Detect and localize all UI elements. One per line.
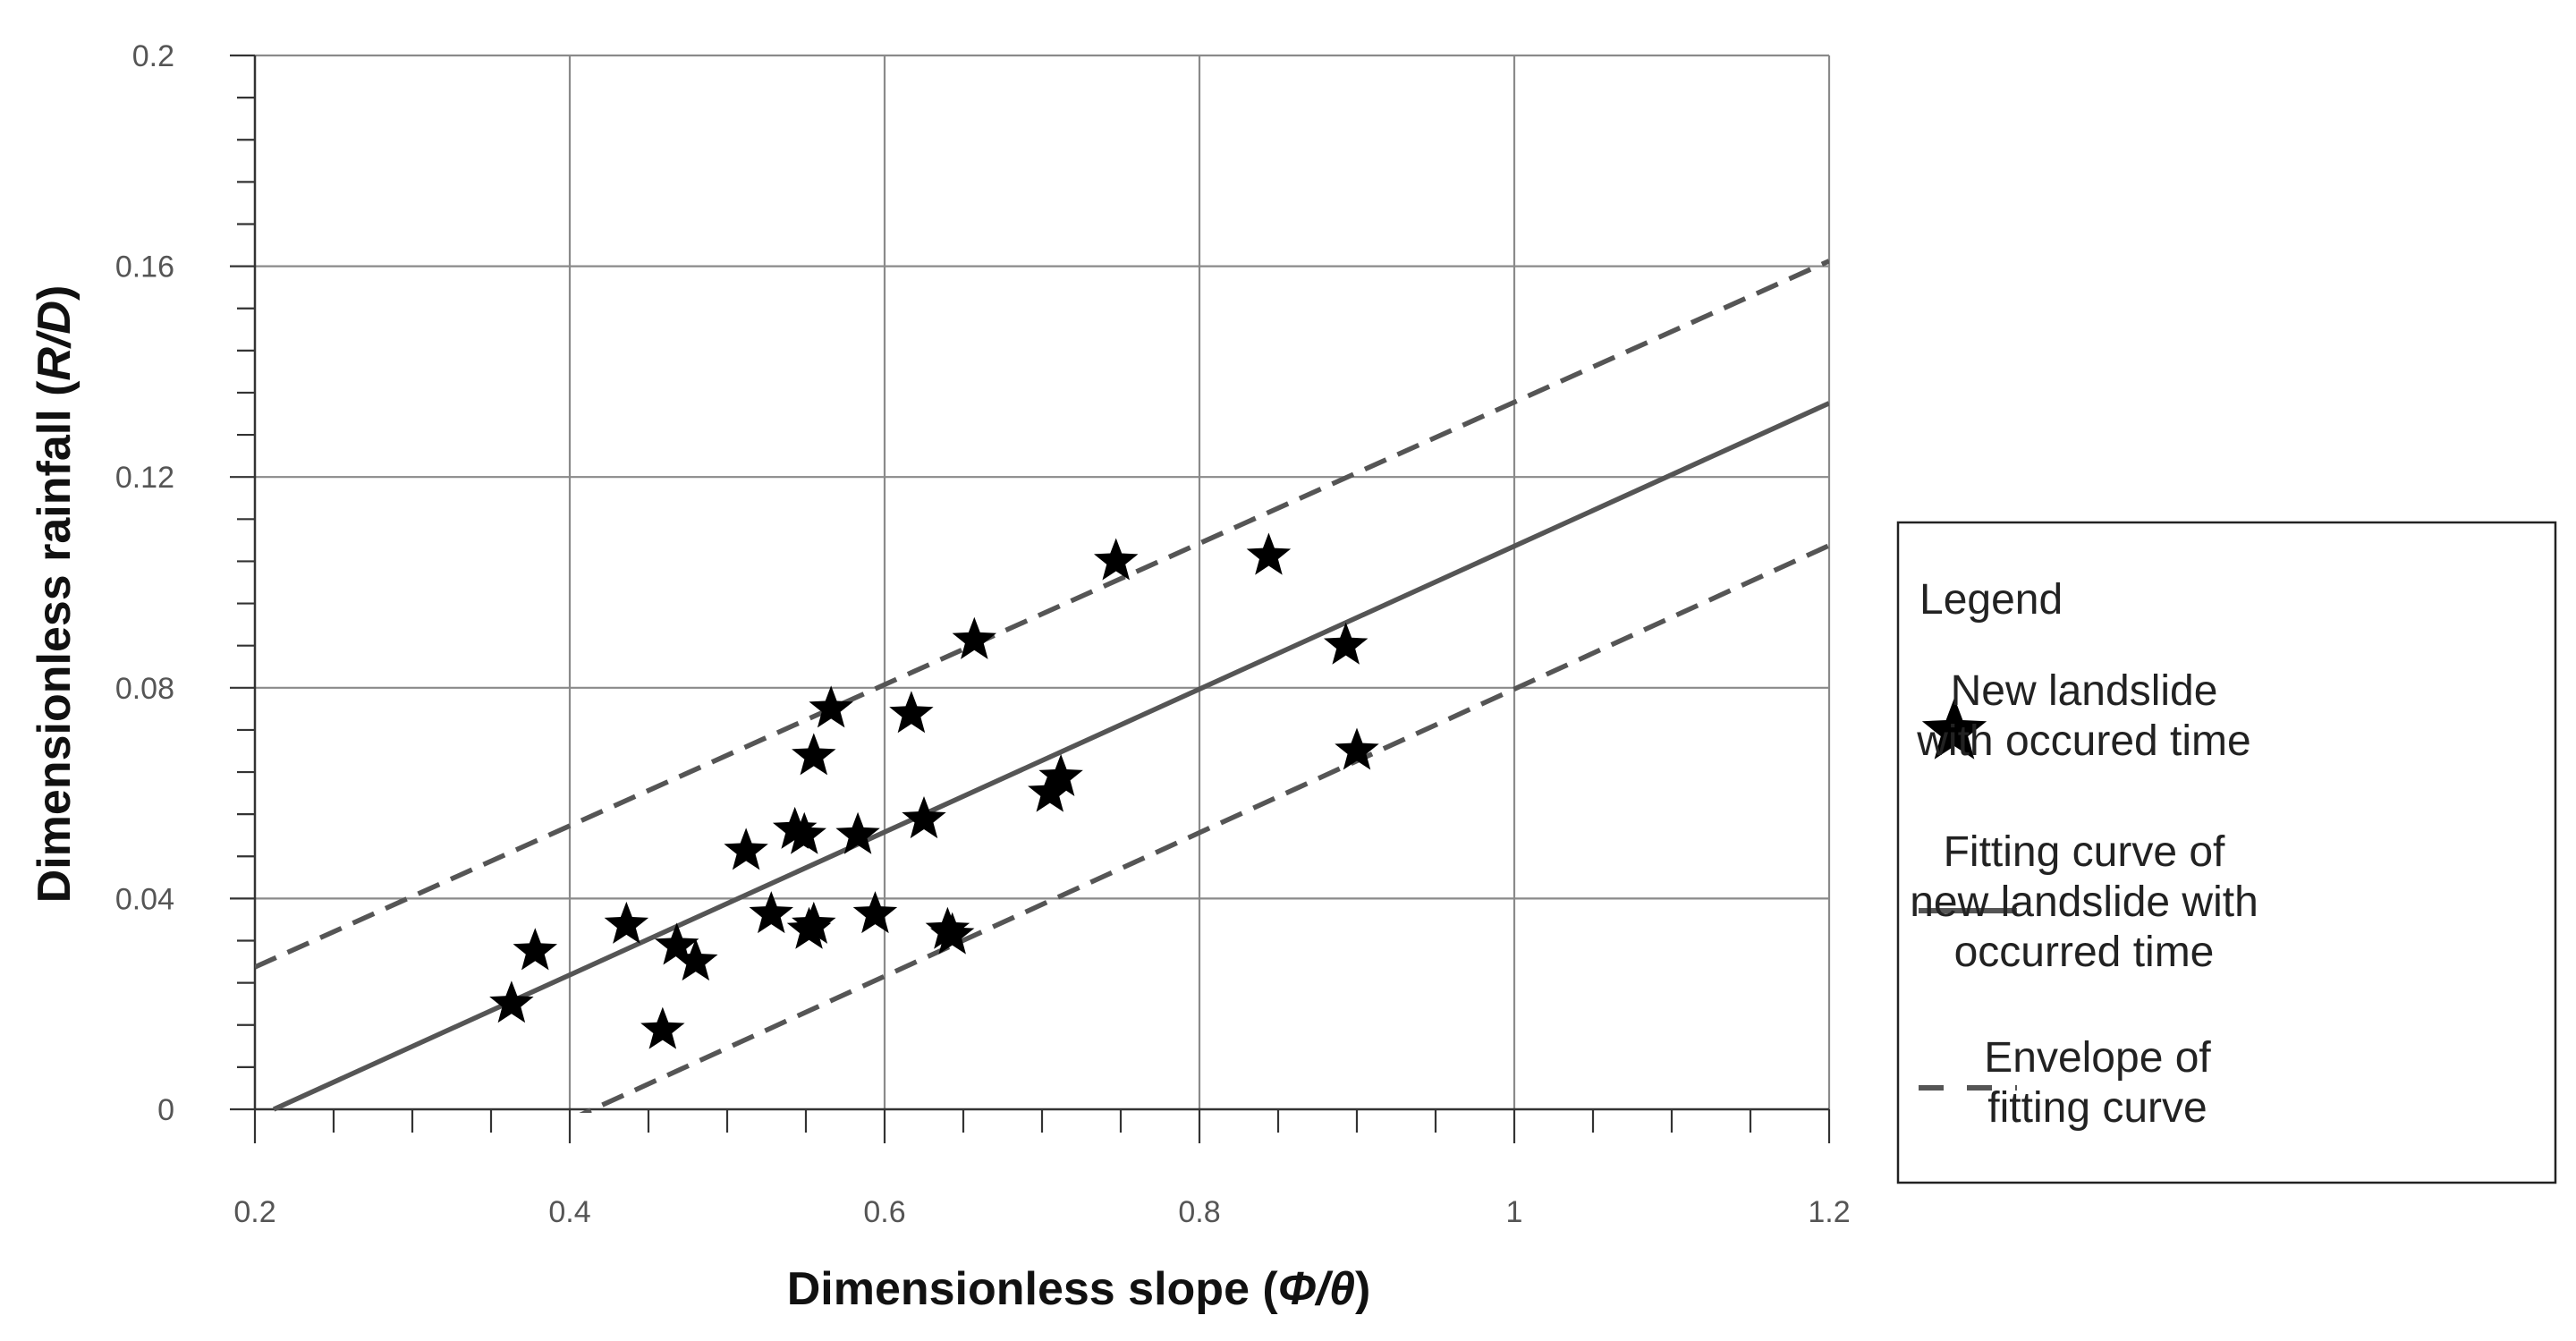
data-point-star: [654, 922, 699, 965]
x-tick-label: 1.2: [1808, 1195, 1850, 1229]
data-point-star: [1093, 538, 1139, 581]
x-axis-title-main: Dimensionless slope (: [787, 1263, 1279, 1315]
data-point-star: [952, 616, 997, 659]
y-tick-label: 0: [157, 1093, 174, 1127]
y-axis-title-symbol: R/D: [29, 301, 80, 381]
x-tick-label: 1: [1506, 1195, 1523, 1229]
data-point-star: [835, 811, 880, 854]
legend-title: Legend: [1919, 576, 2063, 624]
tick-labels: 0.2 0.4 0.6 0.8 1 1.2 0 0.04 0.08 0.12 0.16 0.2: [115, 39, 1851, 1229]
data-point-star: [1038, 753, 1083, 796]
data-point-star: [1335, 727, 1379, 770]
data-point-star: [640, 1006, 685, 1049]
legend-label: with occured time: [1916, 717, 2250, 765]
data-point-star: [489, 980, 534, 1023]
axes: [230, 54, 1831, 1143]
legend-label: New landslide: [1951, 667, 2218, 715]
data-point-star: [929, 912, 975, 955]
data-point-star: [513, 928, 558, 971]
data-point-star: [724, 828, 768, 870]
grid: [255, 54, 1831, 1109]
fitting-line: [272, 401, 1829, 1112]
fit-lines: [255, 259, 1829, 1113]
x-axis-title-close: ): [1355, 1263, 1370, 1315]
data-point-star: [604, 901, 649, 944]
legend-label: occurred time: [1954, 929, 2215, 976]
data-point-star: [782, 811, 826, 854]
legend-label: fitting curve: [1987, 1084, 2207, 1132]
data-points: [489, 532, 1379, 1049]
data-point-star: [1246, 532, 1292, 575]
x-tick-label: 0.8: [1178, 1195, 1220, 1229]
legend-box: [1896, 521, 2557, 1184]
y-axis-title-close: ): [29, 285, 80, 301]
data-point-star: [889, 691, 934, 734]
envelope-line: [579, 543, 1829, 1113]
y-tick-label: 0.08: [115, 672, 174, 706]
x-axis-title: Dimensionless slope (Φ/θ): [787, 1263, 1371, 1315]
x-tick-label: 0.2: [233, 1195, 275, 1229]
data-point-star: [809, 685, 853, 728]
y-axis-title: Dimensionless rainfall (R/D): [29, 285, 80, 904]
x-tick-label: 0.6: [863, 1195, 905, 1229]
x-axis-title-symbol: Φ/θ: [1278, 1263, 1355, 1315]
data-point-star: [674, 938, 718, 981]
y-tick-label: 0.16: [115, 250, 174, 284]
y-tick-label: 0.12: [115, 461, 174, 495]
legend-star-icon: [1921, 698, 1987, 760]
data-point-star: [792, 901, 836, 944]
data-point-star: [1323, 622, 1368, 665]
y-axis-title-main: Dimensionless rainfall (: [29, 380, 80, 903]
data-point-star: [852, 891, 898, 934]
y-tick-label: 0.04: [115, 882, 174, 916]
data-point-star: [749, 891, 794, 934]
envelope-line: [255, 259, 1829, 970]
legend-label: Fitting curve of: [1944, 828, 2225, 876]
legend-label: Envelope of: [1984, 1034, 2211, 1082]
x-tick-label: 0.4: [548, 1195, 590, 1229]
data-point-star: [792, 733, 836, 776]
y-tick-label: 0.2: [132, 39, 174, 73]
legend-label: new landslide with: [1910, 878, 2258, 926]
data-point-star: [902, 796, 946, 839]
